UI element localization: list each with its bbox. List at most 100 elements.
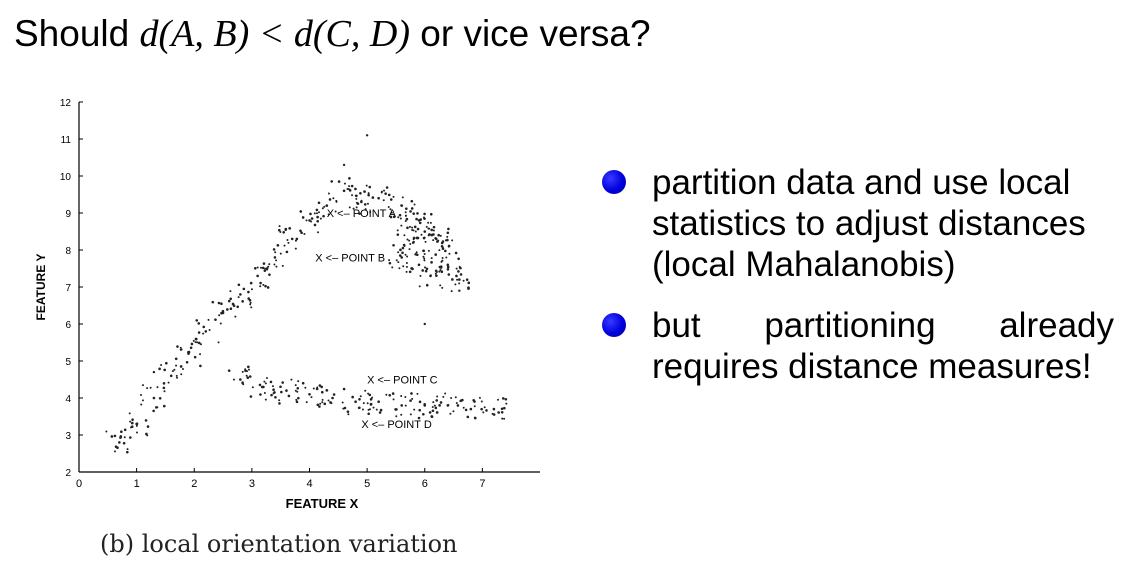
data-point [431,406,434,409]
x-axis-label: FEATURE X [286,496,359,511]
data-point [250,288,253,291]
data-point [446,235,449,238]
data-point [221,309,225,313]
data-point [260,385,264,389]
data-point [380,191,383,194]
data-point [358,397,361,401]
data-point [253,267,257,270]
data-point [315,208,319,212]
data-point [354,187,357,191]
data-point [278,399,281,402]
data-point [439,284,442,287]
data-point [295,400,299,404]
data-point [197,322,201,325]
x-tick-label: 3 [249,478,255,490]
data-point [363,203,367,206]
data-point [237,283,241,287]
data-point [342,387,346,391]
data-point [119,435,123,438]
data-point [441,240,445,243]
data-point [331,396,334,400]
data-point [322,214,325,218]
bullet-list: partition data and use local statistics … [602,162,1114,407]
data-point [417,263,421,267]
data-point [247,297,251,300]
data-point [317,211,320,214]
data-point [398,267,401,270]
data-point [128,412,131,415]
data-point [155,406,158,409]
data-point [415,217,418,221]
data-point [410,267,413,270]
data-point [415,236,419,240]
data-point [458,289,461,292]
data-point [321,398,324,401]
data-point [425,225,428,228]
data-point [250,306,253,309]
data-point [297,380,300,383]
data-point [430,415,434,419]
data-point [440,260,443,263]
data-point [229,297,233,301]
data-point [441,246,444,249]
data-point [368,393,372,397]
data-point [351,395,354,399]
data-point [346,188,349,191]
data-point [408,248,411,251]
data-point [245,374,248,377]
data-point [445,256,448,259]
data-point [120,430,123,434]
data-point [444,249,447,253]
data-point [400,413,403,416]
data-point [299,210,303,213]
data-point [197,341,201,345]
data-point [392,398,395,401]
data-point [280,390,283,394]
data-point [395,415,398,418]
data-point [267,265,270,268]
data-point [418,285,421,288]
axes [78,102,540,473]
data-point [368,185,372,189]
data-point [397,216,400,219]
x-tick-label: 7 [479,478,485,490]
data-point [313,223,317,227]
data-point [316,219,319,223]
data-point [181,367,184,370]
y-tick-label: 10 [60,172,72,183]
data-point [163,390,166,393]
data-point [232,378,235,381]
data-point [152,396,156,400]
data-point [262,262,266,265]
data-point [208,328,211,331]
data-point [444,392,447,395]
data-point [447,244,451,248]
data-point [249,281,253,285]
data-point [174,357,178,361]
data-point [411,228,414,231]
data-point [263,380,266,383]
data-point [176,376,179,379]
data-point [190,342,194,346]
data-point [123,428,127,432]
data-point [204,330,208,333]
data-point [430,228,434,232]
data-point [391,392,395,395]
data-point [113,434,117,438]
data-point [363,190,366,193]
data-point [256,266,259,269]
data-point [483,406,486,409]
data-point [167,381,170,384]
data-point [179,346,182,349]
data-point [144,419,148,422]
data-point [126,450,129,454]
data-point [242,287,246,291]
data-point [437,233,440,237]
slide-title: Should d(A, B) < d(C, D) or vice versa? [14,10,651,58]
data-point [251,386,254,389]
data-point [226,308,229,311]
bullet-item: but partitioning already requires distan… [602,305,1114,387]
data-point [458,265,461,268]
data-point [413,203,416,206]
data-point [139,393,142,396]
